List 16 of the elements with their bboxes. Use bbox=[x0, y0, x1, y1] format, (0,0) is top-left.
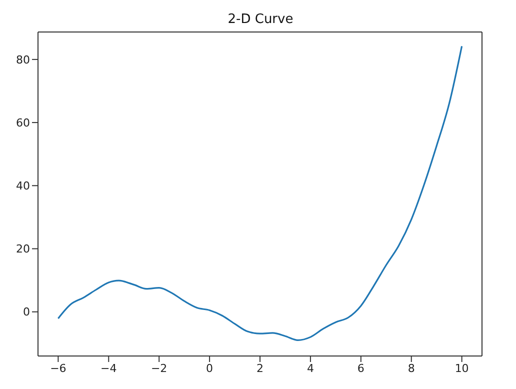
line-series bbox=[57, 45, 463, 342]
x-tick-label: 0 bbox=[206, 362, 214, 375]
y-tick-label: 40 bbox=[16, 180, 30, 193]
y-tick-label: 80 bbox=[16, 53, 30, 66]
y-tick-label: 0 bbox=[23, 306, 30, 319]
chart-title: 2-D Curve bbox=[226, 12, 294, 27]
x-tick-label: 2 bbox=[256, 362, 264, 375]
x-tick-label: 10 bbox=[454, 362, 469, 375]
y-tick-label: 20 bbox=[16, 242, 30, 256]
x-tick-label: −4 bbox=[100, 362, 117, 375]
x-tick-label: 8 bbox=[408, 362, 415, 375]
y-tick-label: 60 bbox=[16, 116, 30, 130]
x-tick-label: 6 bbox=[357, 362, 364, 375]
x-tick-label: 4 bbox=[306, 362, 314, 375]
x-tick-label: −2 bbox=[150, 362, 168, 375]
x-tick-label: −6 bbox=[50, 362, 66, 375]
